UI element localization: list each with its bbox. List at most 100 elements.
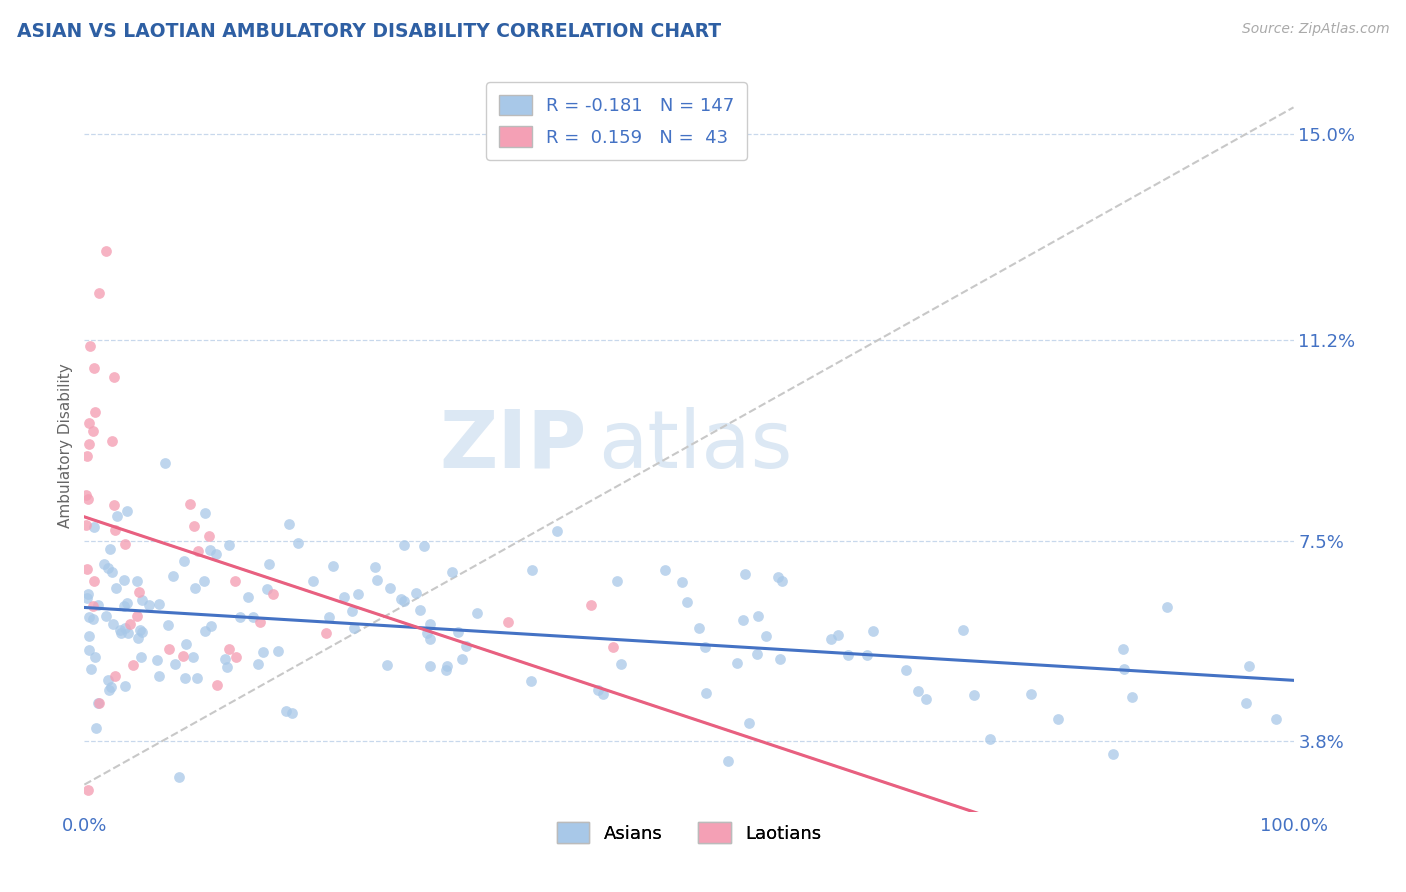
- Point: [907, 684, 929, 698]
- Point: [120, 617, 142, 632]
- Point: [392, 538, 415, 552]
- Point: [100, 565, 122, 579]
- Point: [187, 544, 209, 558]
- Point: [465, 607, 488, 621]
- Point: [174, 637, 197, 651]
- Point: [75, 518, 97, 533]
- Point: [75, 488, 97, 502]
- Point: [717, 754, 740, 768]
- Point: [153, 456, 176, 470]
- Point: [114, 679, 136, 693]
- Point: [447, 624, 470, 639]
- Point: [94, 244, 117, 258]
- Point: [198, 542, 221, 557]
- Point: [115, 596, 138, 610]
- Point: [257, 558, 280, 572]
- Point: [198, 529, 221, 543]
- Point: [1112, 662, 1135, 676]
- Point: [184, 582, 207, 596]
- Point: [333, 590, 356, 604]
- Point: [342, 604, 364, 618]
- Point: [1102, 747, 1125, 762]
- Point: [179, 497, 201, 511]
- Point: [138, 598, 160, 612]
- Point: [225, 650, 247, 665]
- Text: ZIP: ZIP: [439, 407, 586, 485]
- Point: [157, 642, 180, 657]
- Point: [103, 499, 125, 513]
- Point: [287, 536, 309, 550]
- Point: [434, 663, 457, 677]
- Point: [734, 566, 756, 581]
- Point: [183, 519, 205, 533]
- Text: Source: ZipAtlas.com: Source: ZipAtlas.com: [1241, 22, 1389, 37]
- Point: [413, 539, 436, 553]
- Point: [98, 542, 121, 557]
- Point: [409, 603, 432, 617]
- Point: [315, 626, 337, 640]
- Point: [93, 557, 115, 571]
- Point: [252, 645, 274, 659]
- Point: [121, 658, 143, 673]
- Point: [769, 652, 792, 666]
- Point: [366, 574, 388, 588]
- Point: [105, 508, 128, 523]
- Point: [546, 524, 568, 539]
- Point: [148, 597, 170, 611]
- Point: [256, 582, 278, 597]
- Point: [586, 683, 609, 698]
- Point: [389, 591, 412, 606]
- Text: atlas: atlas: [599, 407, 793, 485]
- Point: [125, 574, 148, 588]
- Point: [77, 587, 100, 601]
- Point: [76, 562, 98, 576]
- Point: [236, 590, 259, 604]
- Point: [218, 642, 240, 657]
- Point: [952, 623, 974, 637]
- Point: [418, 659, 440, 673]
- Point: [101, 617, 124, 632]
- Point: [745, 648, 768, 662]
- Point: [86, 721, 108, 735]
- Point: [101, 434, 124, 449]
- Point: [725, 656, 748, 670]
- Point: [80, 662, 103, 676]
- Point: [108, 623, 131, 637]
- Point: [242, 610, 264, 624]
- Point: [979, 732, 1001, 747]
- Point: [302, 574, 325, 588]
- Point: [862, 624, 884, 638]
- Point: [688, 621, 710, 635]
- Point: [416, 625, 439, 640]
- Point: [217, 660, 239, 674]
- Point: [579, 599, 602, 613]
- Point: [380, 581, 402, 595]
- Point: [322, 558, 344, 573]
- Point: [654, 563, 676, 577]
- Point: [768, 570, 790, 584]
- Point: [104, 581, 127, 595]
- Point: [205, 547, 228, 561]
- Point: [84, 650, 107, 665]
- Point: [96, 560, 118, 574]
- Point: [174, 672, 197, 686]
- Point: [224, 574, 246, 588]
- Point: [76, 591, 98, 606]
- Point: [419, 632, 441, 646]
- Point: [115, 504, 138, 518]
- Point: [194, 624, 217, 638]
- Point: [82, 611, 104, 625]
- Point: [104, 524, 127, 538]
- Point: [128, 584, 150, 599]
- Point: [281, 706, 304, 721]
- Point: [695, 686, 717, 700]
- Point: [737, 715, 759, 730]
- Point: [1047, 712, 1070, 726]
- Point: [87, 697, 110, 711]
- Point: [77, 610, 100, 624]
- Point: [96, 609, 118, 624]
- Point: [894, 664, 917, 678]
- Point: [131, 593, 153, 607]
- Point: [214, 652, 236, 666]
- Point: [1156, 599, 1178, 614]
